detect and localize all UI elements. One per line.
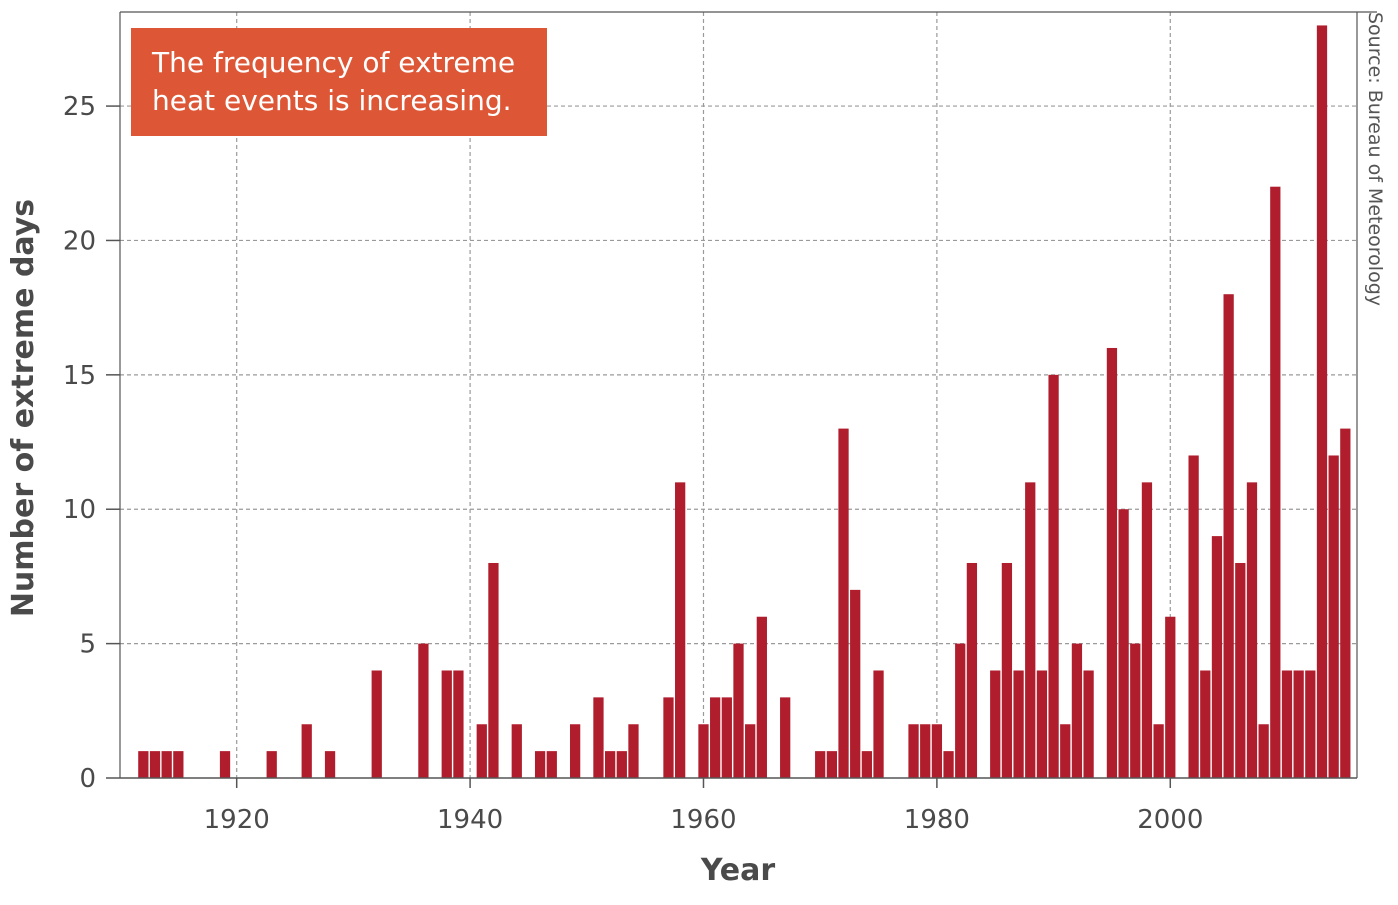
bar-1957 (663, 697, 674, 778)
bar-1912 (138, 751, 149, 778)
y-tick-label: 15 (63, 361, 96, 391)
bar-2004 (1211, 536, 1223, 778)
bar-2007 (1246, 482, 1258, 778)
bar-1996 (1118, 509, 1129, 778)
bar-1971 (826, 751, 837, 778)
y-axis-title: Number of extreme days (6, 199, 41, 617)
bar-1936 (418, 643, 429, 778)
bar-1928 (324, 751, 336, 778)
bar-1973 (850, 589, 861, 778)
bar-1964 (745, 724, 756, 778)
bar-1965 (756, 616, 767, 778)
plot-frame (119, 11, 1377, 779)
y-tick-label: 10 (63, 495, 96, 525)
bar-1953 (616, 751, 627, 778)
bar-1980 (931, 724, 943, 778)
annotation-callout: The frequency of extreme heat events is … (131, 28, 547, 136)
bar-1962 (721, 697, 732, 778)
bar-2012 (1305, 670, 1316, 778)
y-tick-label: 0 (79, 764, 96, 794)
bar-1975 (873, 670, 884, 778)
bar-2010 (1281, 670, 1293, 778)
bar-1990 (1048, 374, 1059, 778)
bar-2000 (1165, 616, 1176, 778)
bar-2011 (1293, 670, 1304, 778)
bar-1985 (990, 670, 1001, 778)
callout-box (131, 28, 547, 136)
bar-2015 (1340, 428, 1351, 778)
x-axis-title: Year (700, 853, 776, 888)
bar-1967 (780, 697, 791, 778)
bar-1944 (511, 724, 522, 778)
bar-1961 (710, 697, 721, 778)
bar-1939 (453, 670, 464, 778)
bar-1946 (534, 751, 546, 778)
bar-1982 (955, 643, 966, 778)
bar-2014 (1328, 455, 1339, 778)
y-tick-label: 5 (79, 630, 96, 660)
bars (138, 25, 1351, 778)
bar-2006 (1235, 562, 1246, 778)
bar-1963 (733, 643, 744, 778)
bar-2013 (1316, 25, 1328, 778)
callout-line-2: heat events is increasing. (152, 84, 512, 117)
bar-1997 (1130, 643, 1141, 778)
bar-1993 (1083, 670, 1094, 778)
bar-2009 (1270, 186, 1281, 778)
bar-1914 (161, 751, 172, 778)
bar-1986 (1001, 562, 1013, 778)
bar-1952 (604, 751, 616, 778)
bar-1913 (149, 751, 161, 778)
bar-1919 (219, 751, 231, 778)
y-tick-label: 25 (63, 92, 96, 122)
bar-1954 (628, 724, 639, 778)
source-note: Source: Bureau of Meteorology (1364, 12, 1386, 306)
x-tick-label: 1920 (204, 805, 270, 835)
bar-2008 (1258, 724, 1269, 778)
bar-1970 (815, 751, 826, 778)
bar-1999 (1153, 724, 1164, 778)
bar-1915 (173, 751, 184, 778)
bar-1972 (838, 428, 849, 778)
bar-1974 (861, 751, 873, 778)
bar-1949 (569, 724, 581, 778)
bar-2003 (1200, 670, 1211, 778)
x-tick-label: 1980 (904, 805, 970, 835)
bar-1981 (943, 751, 954, 778)
bar-1989 (1036, 670, 1048, 778)
bar-1951 (593, 697, 604, 778)
x-tick-label: 1960 (670, 805, 736, 835)
bar-1926 (301, 724, 312, 778)
bar-1995 (1106, 347, 1118, 778)
bar-1932 (371, 670, 382, 778)
bar-1983 (966, 562, 978, 778)
bar-1991 (1060, 724, 1071, 778)
bar-1960 (698, 724, 709, 778)
bar-1923 (266, 751, 277, 778)
bar-1979 (920, 724, 931, 778)
bar-2002 (1188, 455, 1199, 778)
x-tick-label: 1940 (437, 805, 503, 835)
bar-1958 (675, 482, 686, 778)
bar-1941 (476, 724, 487, 778)
bar-1987 (1013, 670, 1024, 778)
bar-1947 (546, 751, 557, 778)
bar-1938 (441, 670, 452, 778)
tick-labels: 0 5 10 15 20 25 1920 1940 1960 1980 2000 (63, 92, 1203, 835)
bar-1978 (908, 724, 919, 778)
y-tick-label: 20 (63, 226, 96, 256)
bar-1942 (488, 562, 499, 778)
bar-1988 (1025, 482, 1036, 778)
callout-line-1: The frequency of extreme (151, 46, 515, 79)
bar-2005 (1223, 294, 1234, 778)
bar-1992 (1071, 643, 1083, 778)
x-tick-label: 2000 (1137, 805, 1203, 835)
bar-1998 (1141, 482, 1153, 778)
